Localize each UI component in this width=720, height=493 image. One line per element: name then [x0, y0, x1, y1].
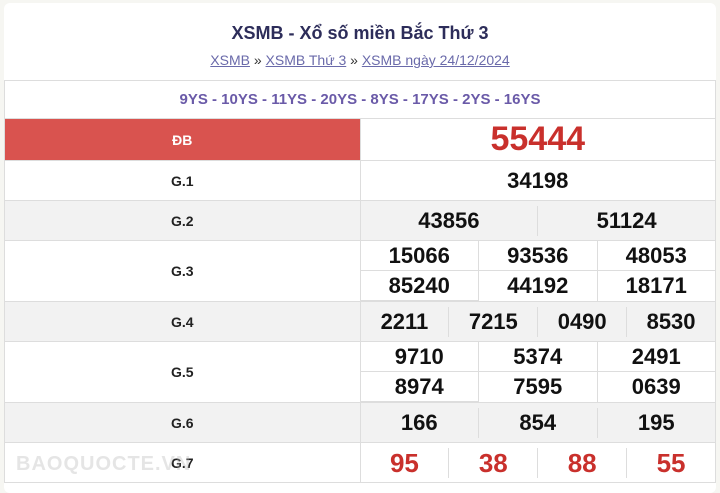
prize-label-g2: G.2: [4, 200, 361, 241]
breadcrumb-xsmb[interactable]: XSMB: [210, 52, 250, 68]
prize-g2-value: 51124: [537, 205, 715, 236]
prize-g4-value: 7215: [448, 306, 537, 337]
prize-db-value: 55444: [359, 118, 716, 161]
prize-g3-value: 93536: [478, 241, 597, 271]
prize-g3-value: 44192: [478, 271, 597, 301]
breadcrumb: XSMB » XSMB Thứ 3 » XSMB ngày 24/12/2024: [4, 52, 716, 68]
prize-g5-value: 7595: [478, 372, 597, 402]
prize-g4-value: 0490: [537, 306, 626, 337]
prize-g7-value: 38: [448, 447, 537, 478]
prize-g5-value: 2491: [596, 342, 716, 372]
results-table: 9YS - 10YS - 11YS - 20YS - 8YS - 17YS - …: [4, 80, 716, 483]
breadcrumb-sep: »: [253, 52, 262, 68]
watermark: BAOQUOCTE.VN: [16, 453, 192, 475]
breadcrumb-sep: »: [350, 52, 358, 68]
prize-g3-value: 15066: [360, 241, 478, 271]
prize-g5-value: 5374: [478, 342, 597, 372]
prize-label-g6: G.6: [4, 402, 361, 443]
prize-g6-value: 854: [478, 407, 597, 438]
breadcrumb-date[interactable]: XSMB ngày 24/12/2024: [361, 52, 510, 68]
results-card: XSMB - Xổ số miền Bắc Thứ 3 XSMB » XSMB …: [4, 3, 716, 493]
prize-g5-value: 9710: [360, 342, 478, 372]
prize-g6-value: 195: [596, 407, 716, 438]
prize-g5-value: 8974: [360, 372, 478, 402]
prize-g7-value: 55: [626, 447, 715, 478]
prize-label-g7: G.7: [4, 442, 361, 483]
page-title: XSMB - Xổ số miền Bắc Thứ 3: [231, 23, 489, 43]
prize-g5-value: 0639: [596, 372, 716, 402]
prize-g3-value: 85240: [360, 271, 478, 301]
prize-label-g1: G.1: [4, 160, 361, 201]
prize-label-g3: G.3: [4, 240, 361, 302]
prize-label-db: ĐB: [4, 118, 361, 161]
prize-g6-value: 166: [400, 409, 438, 435]
prize-g3-value: 18171: [596, 271, 716, 301]
prize-g7-value: 95: [389, 447, 419, 478]
prize-g4-value: 2211: [380, 308, 429, 334]
special-codes: 9YS - 10YS - 11YS - 20YS - 8YS - 17YS - …: [4, 80, 716, 119]
prize-g2-value: 43856: [418, 207, 480, 233]
breadcrumb-xsmb-thu3[interactable]: XSMB Thứ 3: [265, 52, 347, 68]
prize-g3-value: 48053: [596, 241, 716, 271]
prize-g4-value: 8530: [626, 306, 715, 337]
prize-label-g4: G.4: [4, 301, 361, 342]
prize-label-g5: G.5: [4, 341, 361, 403]
prize-g1-value: 34198: [359, 160, 716, 201]
prize-g7-value: 88: [537, 447, 626, 478]
